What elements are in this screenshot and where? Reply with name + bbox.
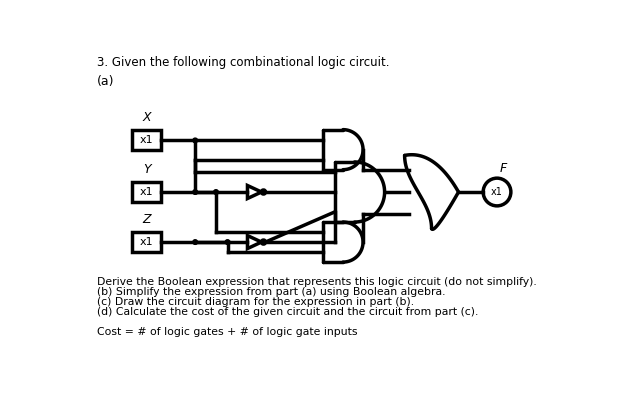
Text: x1: x1: [140, 187, 154, 197]
Text: (b) Simplify the expression from part (a) using Boolean algebra.: (b) Simplify the expression from part (a…: [97, 287, 445, 297]
Bar: [132, 232, 161, 252]
Text: F: F: [499, 162, 507, 175]
Text: x1: x1: [140, 237, 154, 247]
Text: X: X: [142, 111, 151, 124]
Circle shape: [193, 138, 197, 143]
Text: x1: x1: [140, 135, 154, 145]
Circle shape: [213, 190, 218, 195]
Text: 3. Given the following combinational logic circuit.: 3. Given the following combinational log…: [97, 56, 389, 69]
Text: Cost = # of logic gates + # of logic gate inputs: Cost = # of logic gates + # of logic gat…: [97, 327, 357, 337]
Bar: [132, 182, 161, 202]
Text: Derive the Boolean expression that represents this logic circuit (do not simplif: Derive the Boolean expression that repre…: [97, 277, 536, 287]
Text: (a): (a): [97, 75, 114, 88]
Text: Y: Y: [143, 163, 150, 176]
Circle shape: [225, 240, 230, 244]
Text: x1: x1: [491, 187, 503, 197]
Circle shape: [193, 240, 197, 244]
Text: (d) Calculate the cost of the given circuit and the circuit from part (c).: (d) Calculate the cost of the given circ…: [97, 307, 478, 317]
Text: Z: Z: [142, 213, 151, 226]
Text: (c) Draw the circuit diagram for the expression in part (b).: (c) Draw the circuit diagram for the exp…: [97, 297, 414, 307]
Bar: [132, 131, 161, 150]
Circle shape: [193, 190, 197, 195]
